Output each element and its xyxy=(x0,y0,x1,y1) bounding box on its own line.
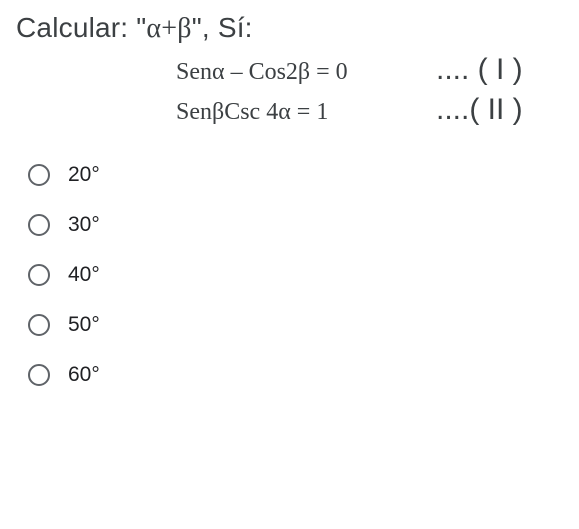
option-row-5[interactable]: 60° xyxy=(28,363,563,387)
options-list: 20° 30° 40° 50° 60° xyxy=(16,163,563,387)
equation-block: Senα – Cos2β = 0 .... ( I ) SenβCsc 4α =… xyxy=(176,53,563,127)
equation-row-1: Senα – Cos2β = 0 .... ( I ) xyxy=(176,53,563,87)
equation-2-lhs: SenβCsc 4α = 1 xyxy=(176,99,436,126)
radio-icon[interactable] xyxy=(28,364,50,386)
q-alpha: α xyxy=(146,13,161,44)
question-title: Calcular: "α+β", Sí: xyxy=(16,12,563,45)
option-row-3[interactable]: 40° xyxy=(28,263,563,287)
option-label-1: 20° xyxy=(68,163,100,187)
radio-icon[interactable] xyxy=(28,214,50,236)
option-label-5: 60° xyxy=(68,363,100,387)
equation-2-rhs: ....( II ) xyxy=(436,93,523,127)
equation-1-lhs: Senα – Cos2β = 0 xyxy=(176,59,436,86)
equation-row-2: SenβCsc 4α = 1 ....( II ) xyxy=(176,93,563,127)
option-label-3: 40° xyxy=(68,263,100,287)
q-plus: + xyxy=(161,13,177,44)
equation-1-rhs: .... ( I ) xyxy=(436,53,523,87)
radio-icon[interactable] xyxy=(28,314,50,336)
q-beta: β xyxy=(177,13,191,44)
option-row-2[interactable]: 30° xyxy=(28,213,563,237)
radio-icon[interactable] xyxy=(28,264,50,286)
q-suffix: ", Sí: xyxy=(192,12,253,43)
option-row-4[interactable]: 50° xyxy=(28,313,563,337)
q-prefix: Calcular: " xyxy=(16,12,146,43)
option-label-4: 50° xyxy=(68,313,100,337)
option-label-2: 30° xyxy=(68,213,100,237)
option-row-1[interactable]: 20° xyxy=(28,163,563,187)
radio-icon[interactable] xyxy=(28,164,50,186)
